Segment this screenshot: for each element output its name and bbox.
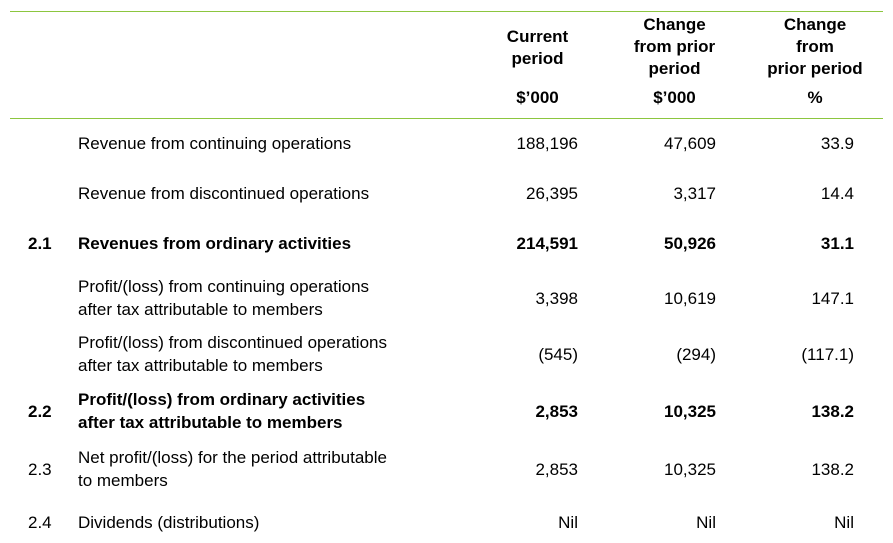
row-change-percent: 33.9 [820,133,854,153]
row-change-percent: 138.2 [811,459,854,479]
row-number [28,275,68,321]
row-description: Profit/(loss) from continuing operations… [78,277,370,319]
header-current-period: Current period [506,27,569,68]
row-change-value: 10,325 [664,459,716,479]
table-row: 2.2 Profit/(loss) from ordinary activiti… [0,388,893,434]
row-change-value: (294) [676,344,716,364]
row-description: Dividends (distributions) [78,512,260,532]
row-description: Net profit/(loss) for the period attribu… [78,448,387,490]
row-number: 2.2 [28,401,52,421]
row-description: Revenue from continuing operations [78,133,352,153]
row-number: 2.3 [28,459,52,479]
row-current-value: 2,853 [535,459,578,479]
row-current-value: (545) [538,344,578,364]
row-current-value: 2,853 [535,401,578,421]
row-description: Profit/(loss) from discontinued operatio… [78,333,387,375]
table-row: Revenue from discontinued operations 26,… [0,180,893,206]
row-number [28,331,68,377]
row-current-value: 3,398 [535,288,578,308]
row-description: Revenues from ordinary activities [78,233,352,253]
header-change-from-prior: Change from prior period [633,15,716,78]
row-change-percent: (117.1) [801,344,854,364]
row-number: 2.4 [28,512,52,532]
table-row: Profit/(loss) from discontinued operatio… [0,331,893,377]
row-change-percent: 147.1 [811,288,854,308]
row-change-value: 3,317 [673,183,716,203]
row-change-value: 10,619 [664,288,716,308]
row-number: 2.1 [28,233,52,253]
row-change-value: 50,926 [664,233,716,253]
table-row: Profit/(loss) from continuing operations… [0,275,893,321]
header-unit-current: $’000 [516,88,559,107]
header-unit-change: $’000 [653,88,696,107]
row-current-value: 214,591 [516,233,578,253]
table-row: 2.1 Revenues from ordinary activities 21… [0,230,893,256]
row-number [28,130,68,156]
row-change-value: 10,325 [664,401,716,421]
row-description: Revenue from discontinued operations [78,183,370,203]
row-current-value: Nil [558,512,578,532]
row-change-value: 47,609 [664,133,716,153]
header-rule [10,118,883,119]
header-change-percent: Change from prior period [767,15,863,78]
table-row: 2.3 Net profit/(loss) for the period att… [0,446,893,492]
row-change-percent: 138.2 [811,401,854,421]
row-change-percent: 14.4 [820,183,854,203]
table-row: 2.4 Dividends (distributions) Nil Nil Ni… [0,509,893,535]
row-change-percent: Nil [834,512,854,532]
row-current-value: 188,196 [516,133,578,153]
row-change-value: Nil [696,512,716,532]
row-change-percent: 31.1 [820,233,854,253]
table-row: Revenue from continuing operations 188,1… [0,130,893,156]
header-unit-percent: % [807,88,823,107]
row-number [28,180,68,206]
row-description: Profit/(loss) from ordinary activities a… [78,390,366,432]
top-rule [10,11,883,12]
row-current-value: 26,395 [526,183,578,203]
